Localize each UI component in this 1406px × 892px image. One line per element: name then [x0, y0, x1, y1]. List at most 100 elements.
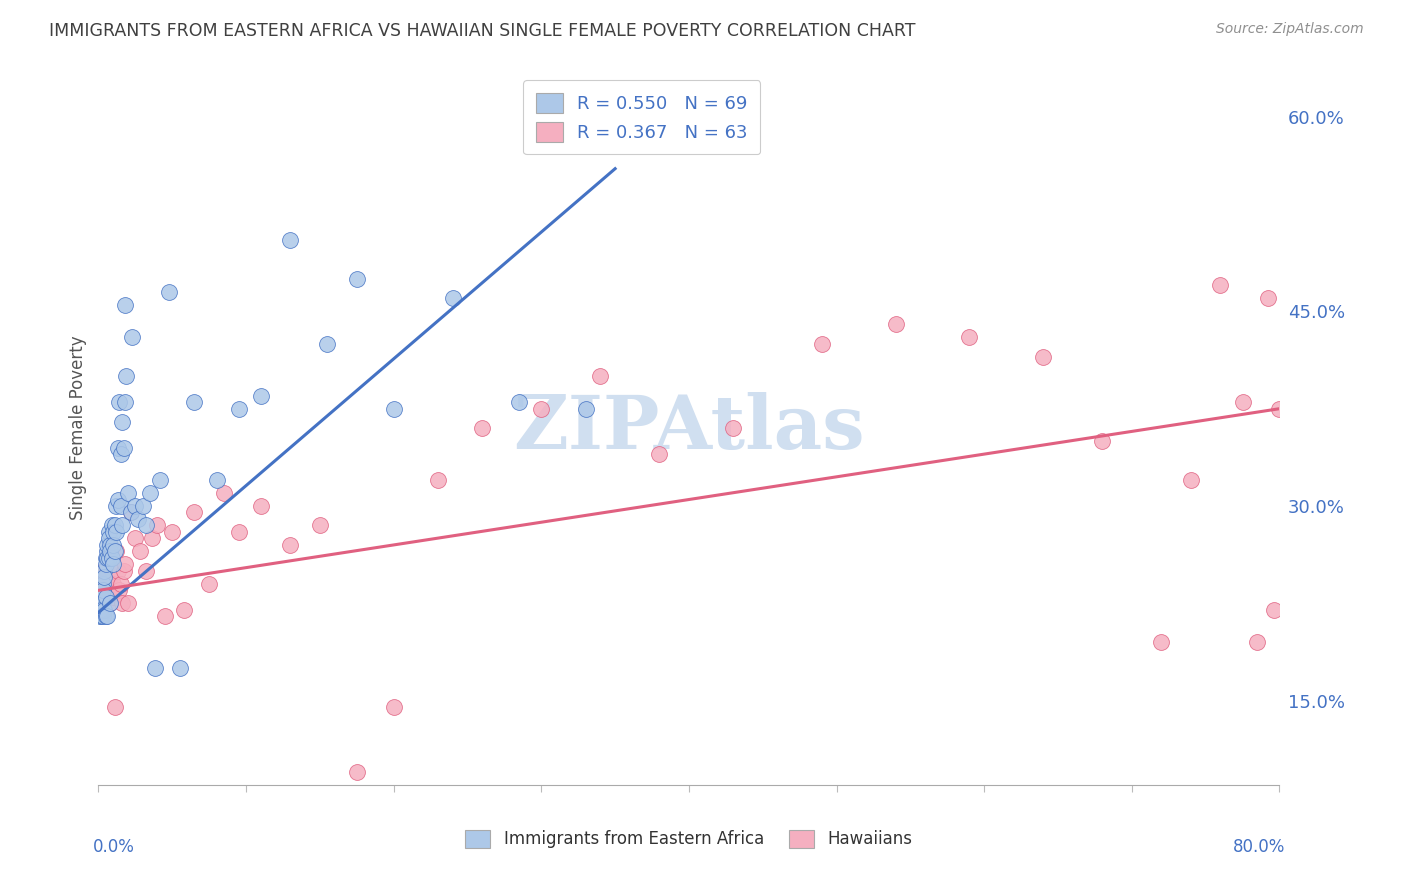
Y-axis label: Single Female Poverty: Single Female Poverty	[69, 336, 87, 520]
Point	[114, 558, 136, 572]
Point	[346, 764, 368, 779]
Point	[212, 486, 235, 500]
Point	[100, 518, 122, 533]
Point	[1232, 395, 1254, 409]
Point	[441, 292, 464, 306]
Point	[250, 499, 273, 513]
Point	[1091, 434, 1114, 449]
Point	[575, 401, 598, 416]
Point	[124, 532, 146, 546]
Point	[141, 532, 163, 546]
Point	[97, 524, 120, 539]
Point	[103, 538, 125, 552]
Point	[105, 499, 128, 513]
Point	[93, 590, 115, 604]
Point	[135, 564, 157, 578]
Point	[117, 596, 139, 610]
Point	[183, 506, 205, 520]
Point	[111, 518, 134, 533]
Point	[97, 570, 120, 584]
Point	[1209, 278, 1232, 293]
Point	[382, 401, 405, 416]
Point	[103, 577, 125, 591]
Point	[157, 285, 180, 299]
Point	[98, 570, 121, 584]
Point	[173, 603, 195, 617]
Point	[89, 609, 111, 624]
Point	[115, 369, 138, 384]
Point	[93, 603, 115, 617]
Point	[96, 538, 118, 552]
Point	[105, 544, 128, 558]
Point	[98, 544, 121, 558]
Point	[153, 609, 176, 624]
Point	[104, 518, 127, 533]
Point	[316, 336, 339, 351]
Point	[96, 577, 118, 591]
Point	[107, 492, 129, 507]
Point	[93, 577, 115, 591]
Point	[810, 336, 832, 351]
Point	[97, 550, 120, 565]
Point	[111, 415, 134, 429]
Point	[121, 330, 143, 344]
Point	[471, 421, 494, 435]
Point	[108, 395, 131, 409]
Point	[91, 609, 114, 624]
Point	[530, 401, 553, 416]
Point	[162, 524, 183, 539]
Text: Source: ZipAtlas.com: Source: ZipAtlas.com	[1216, 22, 1364, 37]
Point	[723, 421, 745, 435]
Point	[94, 590, 117, 604]
Point	[250, 389, 273, 403]
Point	[107, 441, 129, 455]
Point	[589, 369, 612, 384]
Point	[94, 570, 117, 584]
Point	[132, 499, 155, 513]
Point	[91, 564, 114, 578]
Point	[90, 583, 112, 598]
Point	[114, 298, 136, 312]
Point	[228, 401, 250, 416]
Point	[104, 544, 127, 558]
Point	[110, 499, 132, 513]
Point	[96, 564, 118, 578]
Point	[146, 518, 169, 533]
Point	[111, 596, 134, 610]
Point	[105, 524, 128, 539]
Point	[100, 550, 122, 565]
Point	[1257, 292, 1279, 306]
Point	[120, 506, 142, 520]
Point	[128, 544, 150, 558]
Point	[124, 499, 146, 513]
Point	[90, 609, 112, 624]
Point	[94, 558, 117, 572]
Point	[89, 603, 111, 617]
Point	[97, 532, 120, 546]
Legend: Immigrants from Eastern Africa, Hawaiians: Immigrants from Eastern Africa, Hawaiian…	[458, 823, 920, 855]
Point	[198, 577, 221, 591]
Point	[94, 550, 117, 565]
Point	[110, 447, 132, 461]
Point	[117, 486, 139, 500]
Point	[90, 603, 112, 617]
Point	[1268, 401, 1291, 416]
Point	[346, 272, 368, 286]
Point	[94, 609, 117, 624]
Point	[91, 583, 114, 598]
Point	[98, 596, 121, 610]
Point	[143, 661, 166, 675]
Point	[1246, 635, 1268, 649]
Point	[103, 524, 125, 539]
Point	[93, 564, 115, 578]
Point	[91, 577, 114, 591]
Point	[107, 564, 129, 578]
Point	[94, 596, 117, 610]
Point	[1150, 635, 1173, 649]
Point	[280, 233, 302, 247]
Point	[1180, 473, 1202, 487]
Point	[135, 518, 157, 533]
Point	[1032, 350, 1054, 364]
Point	[280, 538, 302, 552]
Point	[309, 518, 332, 533]
